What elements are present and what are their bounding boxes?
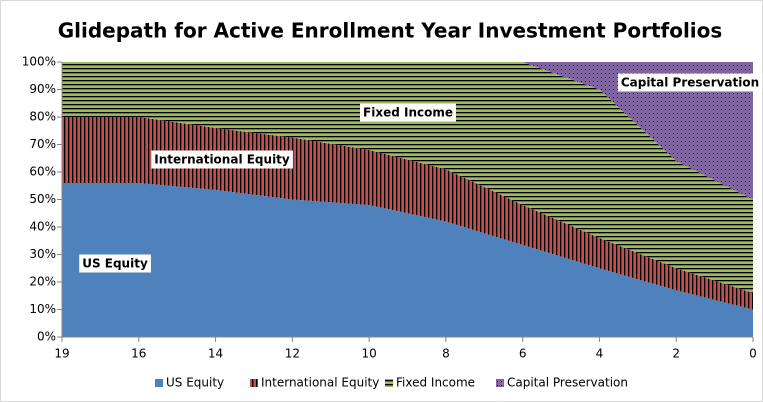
y-tick-label: 100% [22,55,56,69]
legend-swatch [155,379,163,387]
legend-label: US Equity [166,376,224,390]
legend-swatch [250,379,258,387]
area-label: US Equity [82,257,148,271]
legend-label: Fixed Income [396,376,475,390]
x-tick-label: 0 [749,347,757,361]
y-tick-label: 10% [29,302,56,316]
x-tick-label: 12 [285,347,300,361]
legend-label: Capital Preservation [507,376,628,390]
y-tick-label: 70% [29,137,56,151]
area-label-box [360,103,456,122]
y-tick-label: 40% [29,220,56,234]
area [62,62,753,293]
x-tick-label: 14 [208,347,223,361]
area-label: Capital Preservation [621,76,759,90]
x-tick-label: 2 [672,347,680,361]
area [62,183,753,337]
legend-swatch [385,379,393,387]
y-tick-label: 50% [29,192,56,206]
y-tick-label: 30% [29,247,56,261]
area-label: Fixed Income [363,106,453,120]
x-tick-label: 4 [596,347,604,361]
y-tick-label: 20% [29,275,56,289]
legend-label: International Equity [261,376,379,390]
y-tick-label: 0% [37,330,56,344]
y-tick-label: 60% [29,165,56,179]
area-label-box [617,73,763,92]
y-tick-label: 90% [29,82,56,96]
x-tick-label: 10 [361,347,376,361]
x-tick-label: 16 [131,347,146,361]
y-tick-label: 80% [29,110,56,124]
legend-swatch [496,379,504,387]
area-label-box [151,150,293,169]
x-tick-label: 8 [442,347,450,361]
area-label-box [79,254,151,273]
area-label: International Equity [154,153,290,167]
x-tick-label: 6 [519,347,527,361]
x-tick-label: 19 [54,347,69,361]
chart-title: Glidepath for Active Enrollment Year Inv… [58,19,723,43]
